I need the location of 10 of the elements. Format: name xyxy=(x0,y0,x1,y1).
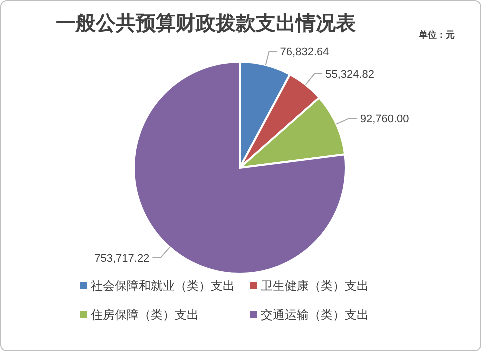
data-label: 76,832.64 xyxy=(280,46,330,59)
data-label: 92,760.00 xyxy=(360,114,410,126)
legend-label: 卫生健康（类）支出 xyxy=(261,279,369,293)
data-label: 55,324.82 xyxy=(326,69,375,81)
title: 一般公共预算财政拨款支出情况表 xyxy=(56,13,356,35)
annotation: 单位：元 xyxy=(419,31,455,41)
legend-label: 社会保障和就业（类）支出 xyxy=(91,279,235,293)
data-label: 753,717.22 xyxy=(94,253,150,266)
legend-label: 住房保障（类）支出 xyxy=(91,308,199,322)
legend-label: 交通运输（类）支出 xyxy=(261,308,369,322)
